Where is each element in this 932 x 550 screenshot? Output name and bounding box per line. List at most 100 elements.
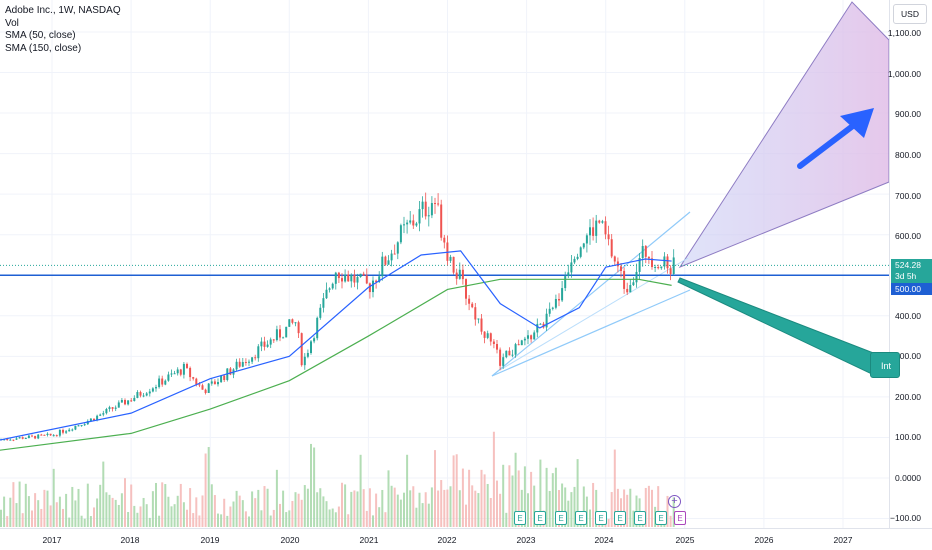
candle-body bbox=[71, 429, 74, 431]
earnings-marker[interactable]: E bbox=[614, 511, 626, 525]
volume-bar bbox=[418, 492, 421, 527]
candle-body bbox=[415, 223, 418, 226]
candle-body bbox=[195, 378, 198, 385]
candle-body bbox=[114, 407, 117, 409]
candle-body bbox=[58, 429, 61, 436]
volume-bar bbox=[220, 514, 223, 527]
candle-body bbox=[545, 313, 548, 328]
volume-bar bbox=[434, 450, 436, 527]
trend-arrow-head bbox=[840, 108, 874, 138]
earnings-marker[interactable]: E bbox=[655, 511, 667, 525]
volume-bar bbox=[440, 480, 443, 527]
volume-bar bbox=[558, 490, 560, 527]
candle-body bbox=[145, 393, 148, 396]
price-axis[interactable]: 1,100.00 1,000.00 900.00 800.00 700.00 6… bbox=[888, 0, 932, 528]
volume-bar bbox=[499, 493, 502, 527]
volume-bar bbox=[130, 484, 133, 527]
volume-bar bbox=[629, 488, 632, 527]
volume-bar bbox=[210, 484, 213, 527]
candle-body bbox=[638, 258, 641, 272]
legend-symbol[interactable]: Adobe Inc., 1W, NASDAQ bbox=[5, 5, 121, 16]
candle-body bbox=[480, 318, 483, 332]
earnings-marker[interactable]: E bbox=[595, 511, 607, 525]
volume-bar bbox=[93, 507, 95, 527]
candle-body bbox=[127, 400, 130, 405]
candle-body bbox=[381, 256, 384, 277]
volume-bar bbox=[356, 491, 359, 527]
candle-body bbox=[523, 338, 526, 341]
volume-bar bbox=[71, 486, 74, 527]
candle-body bbox=[179, 369, 182, 375]
volume-bar bbox=[142, 497, 145, 527]
forecast-cone bbox=[678, 1, 890, 269]
candle-body bbox=[210, 381, 213, 384]
volume-bar bbox=[285, 512, 288, 527]
volume-bar bbox=[406, 454, 409, 527]
volume-bar bbox=[567, 500, 570, 527]
volume-bar bbox=[269, 515, 272, 527]
volume-bar bbox=[43, 489, 46, 527]
candle-body bbox=[359, 273, 362, 278]
earnings-marker[interactable]: E bbox=[634, 511, 646, 525]
volume-bar bbox=[136, 512, 139, 527]
volume-bar bbox=[616, 488, 619, 527]
legend-volume[interactable]: Vol bbox=[5, 17, 19, 29]
volume-bar bbox=[164, 484, 167, 527]
volume-bar bbox=[62, 508, 64, 527]
candle-body bbox=[657, 266, 660, 269]
candle-body bbox=[589, 227, 591, 236]
volume-bar bbox=[651, 489, 653, 527]
add-event-button[interactable]: + bbox=[668, 495, 681, 508]
candle-body bbox=[489, 333, 492, 342]
candle-body bbox=[465, 279, 467, 299]
candle-body bbox=[623, 270, 626, 289]
candle-body bbox=[291, 319, 294, 323]
candle-body bbox=[37, 434, 40, 439]
volume-bar bbox=[573, 486, 576, 527]
candle-body bbox=[576, 256, 579, 259]
candle-body bbox=[217, 382, 219, 385]
volume-bar bbox=[238, 495, 241, 527]
earnings-marker[interactable]: E bbox=[514, 511, 526, 525]
candle-body bbox=[139, 392, 142, 396]
earnings-marker[interactable]: E bbox=[534, 511, 546, 525]
drawing-callout-label[interactable]: Int bbox=[870, 352, 900, 378]
volume-bar bbox=[359, 454, 362, 527]
candle-body bbox=[362, 273, 365, 276]
volume-bar bbox=[288, 510, 291, 527]
volume-bar bbox=[657, 486, 660, 527]
time-axis[interactable]: 2017 2018 2019 2020 2021 2022 2023 2024 … bbox=[0, 528, 932, 550]
candle-body bbox=[434, 203, 436, 205]
candle-body bbox=[592, 227, 595, 236]
earnings-marker[interactable]: E bbox=[555, 511, 567, 525]
volume-bar bbox=[365, 510, 368, 527]
candle-body bbox=[446, 242, 449, 261]
volume-bar bbox=[548, 490, 551, 527]
candle-body bbox=[186, 363, 188, 368]
candle-body bbox=[672, 257, 675, 275]
earnings-marker[interactable]: E bbox=[575, 511, 587, 525]
upcoming-earnings-marker[interactable]: E bbox=[674, 511, 686, 525]
candle-body bbox=[99, 414, 102, 416]
volume-bar bbox=[477, 493, 480, 527]
volume-bar bbox=[502, 464, 505, 527]
volume-bar bbox=[300, 499, 303, 527]
candle-body bbox=[418, 209, 421, 224]
volume-bar bbox=[297, 493, 300, 527]
candle-body bbox=[468, 298, 471, 304]
candle-body bbox=[554, 298, 557, 308]
candle-body bbox=[424, 201, 427, 217]
candle-body bbox=[322, 298, 325, 308]
volume-bar bbox=[322, 496, 325, 527]
x-tick-label: 2024 bbox=[594, 535, 614, 545]
volume-bar bbox=[449, 486, 452, 527]
currency-button[interactable]: USD bbox=[893, 4, 927, 24]
x-tick-label: 2019 bbox=[200, 535, 220, 545]
legend-sma-50[interactable]: SMA (50, close) bbox=[5, 30, 76, 41]
candle-body bbox=[204, 389, 207, 393]
candle-body bbox=[328, 288, 331, 290]
legend-sma-150[interactable]: SMA (150, close) bbox=[5, 42, 82, 54]
volume-bar bbox=[347, 514, 350, 527]
volume-bar bbox=[223, 498, 226, 527]
